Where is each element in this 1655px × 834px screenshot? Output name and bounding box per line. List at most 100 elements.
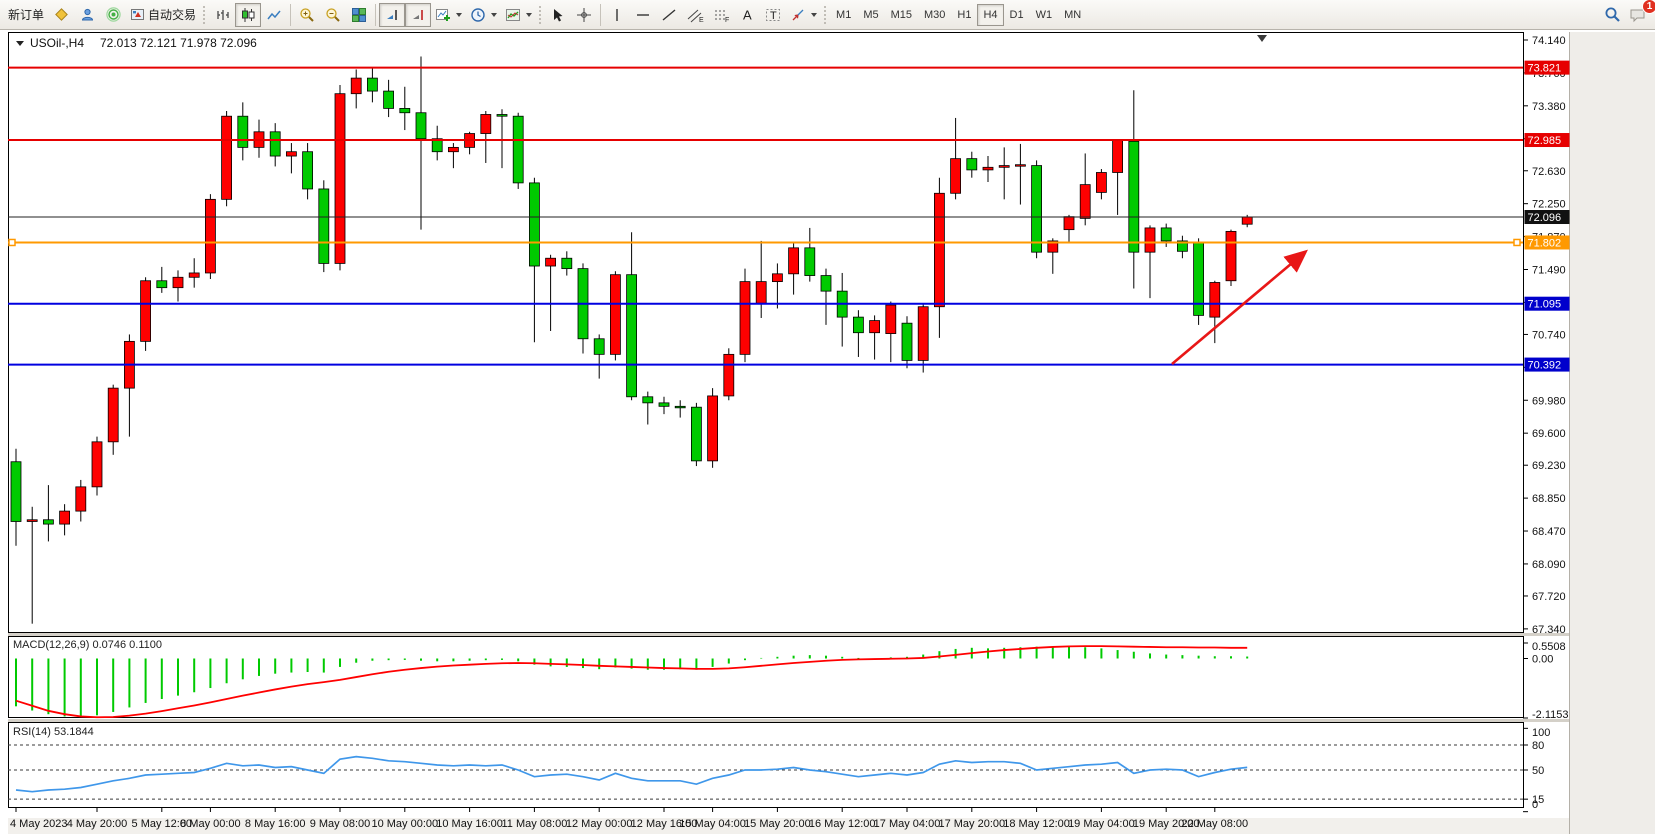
vertical-line-button[interactable]	[604, 3, 630, 27]
label-letter: T	[770, 10, 777, 22]
candlestick-chart-button[interactable]	[235, 2, 262, 27]
trendline-icon	[661, 7, 677, 23]
horizontal-line-icon	[635, 7, 651, 23]
symbol-dropdown-icon[interactable]	[16, 41, 24, 46]
svg-text:5 May 12:00: 5 May 12:00	[132, 818, 193, 830]
svg-text:0.00: 0.00	[1532, 653, 1553, 665]
svg-text:69.230: 69.230	[1532, 460, 1566, 472]
timeframe-m30-button[interactable]: M30	[918, 4, 951, 26]
chart-shift-icon	[410, 7, 426, 23]
chart-canvas[interactable]: 74.14073.76073.38073.00072.63072.25071.8…	[8, 32, 1655, 834]
timeframe-mn-button[interactable]: MN	[1058, 4, 1087, 26]
text-label-button[interactable]: T	[760, 3, 786, 27]
bar-chart-button[interactable]	[209, 3, 235, 27]
mql5-market-button[interactable]	[48, 3, 74, 27]
autotrading-label: 自动交易	[148, 8, 197, 22]
trend-arrow-object[interactable]	[1171, 249, 1308, 365]
channel-letter: E	[699, 17, 704, 23]
svg-text:9 May 08:00: 9 May 08:00	[310, 818, 371, 830]
svg-text:15 May 04:00: 15 May 04:00	[679, 818, 746, 830]
toolbar-grip	[538, 3, 544, 26]
svg-text:10 May 16:00: 10 May 16:00	[436, 818, 503, 830]
svg-text:67.340: 67.340	[1532, 624, 1566, 636]
chevron-down-icon	[456, 12, 463, 17]
bar-chart-icon	[214, 7, 230, 23]
svg-text:67.720: 67.720	[1532, 591, 1566, 603]
panel-frames	[8, 32, 1655, 834]
periods-button[interactable]	[466, 3, 501, 27]
timeframe-d1-button[interactable]: D1	[1004, 4, 1030, 26]
vertical-line-icon	[609, 7, 625, 23]
toolbar-separator	[375, 3, 377, 26]
svg-text:72.250: 72.250	[1532, 199, 1566, 211]
svg-text:19 May 04:00: 19 May 04:00	[1068, 818, 1135, 830]
line-chart-button[interactable]	[261, 3, 287, 27]
svg-text:72.096: 72.096	[1528, 212, 1562, 224]
market-icon	[54, 7, 69, 22]
fibonacci-icon: F	[713, 7, 730, 23]
autotrading-button[interactable]: 自动交易	[126, 3, 200, 27]
svg-text:71.095: 71.095	[1528, 299, 1562, 311]
timeframe-h1-button[interactable]: H1	[951, 4, 977, 26]
templates-button[interactable]	[501, 3, 536, 27]
timeframe-m5-button[interactable]: M5	[857, 4, 884, 26]
chart-area[interactable]: 74.14073.76073.38073.00072.63072.25071.8…	[0, 30, 1655, 834]
community-button[interactable]	[74, 3, 100, 27]
svg-text:8 May 00:00: 8 May 00:00	[180, 818, 241, 830]
tile-windows-button[interactable]	[346, 3, 372, 27]
indicators-icon	[435, 7, 451, 23]
auto-scroll-button[interactable]	[379, 2, 406, 27]
svg-text:80: 80	[1532, 740, 1544, 752]
svg-text:10 May 00:00: 10 May 00:00	[371, 818, 438, 830]
svg-text:15: 15	[1532, 794, 1544, 806]
autotrading-icon	[130, 7, 145, 22]
search-button[interactable]	[1599, 3, 1625, 27]
chevron-down-icon	[526, 12, 533, 17]
signals-button[interactable]	[100, 3, 126, 27]
new-order-button[interactable]: 新订单	[4, 3, 48, 27]
svg-text:68.850: 68.850	[1532, 493, 1566, 505]
price-and-time-axis[interactable]: 74.14073.76073.38073.00072.63072.25071.8…	[10, 35, 1570, 830]
toolbar-separator	[290, 3, 292, 26]
chart-shift-marker[interactable]	[1257, 35, 1267, 42]
horizontal-line-button[interactable]	[630, 3, 656, 27]
timeframe-m1-button[interactable]: M1	[830, 4, 857, 26]
cursor-button[interactable]	[545, 3, 571, 27]
svg-text:68.090: 68.090	[1532, 559, 1566, 571]
crosshair-icon	[576, 7, 592, 23]
candles-layer	[10, 56, 1253, 624]
cursor-icon	[550, 7, 566, 23]
indicators-button[interactable]	[431, 3, 466, 27]
signal-icon	[105, 7, 121, 22]
chart-shift-button[interactable]	[405, 2, 432, 27]
crosshair-button[interactable]	[571, 3, 597, 27]
text-button[interactable]: A	[734, 3, 760, 27]
svg-text:22 May 08:00: 22 May 08:00	[1181, 818, 1248, 830]
svg-text:4 May 2023: 4 May 2023	[10, 818, 67, 830]
clock-icon	[470, 7, 486, 23]
text-icon: A	[739, 7, 755, 23]
fibonacci-button[interactable]: F	[708, 3, 734, 27]
zoom-out-button[interactable]	[320, 3, 346, 27]
channel-icon: E	[687, 7, 704, 23]
svg-text:15 May 20:00: 15 May 20:00	[744, 818, 811, 830]
toolbar-grip	[202, 3, 208, 26]
timeframe-m15-button[interactable]: M15	[885, 4, 918, 26]
timeframe-w1-button[interactable]: W1	[1030, 4, 1059, 26]
arrows-button[interactable]	[786, 3, 821, 27]
channel-button[interactable]: E	[682, 3, 708, 27]
notification-badge[interactable]: 1	[1642, 0, 1655, 14]
trendline-button[interactable]	[656, 3, 682, 27]
main-toolbar: 新订单 自动交易	[0, 0, 1655, 30]
svg-text:12 May 00:00: 12 May 00:00	[566, 818, 633, 830]
zoom-in-button[interactable]	[294, 3, 320, 27]
arrows-icon	[790, 7, 806, 23]
zoom-in-icon	[299, 7, 315, 23]
svg-text:69.980: 69.980	[1532, 395, 1566, 407]
svg-text:74.140: 74.140	[1532, 35, 1566, 47]
svg-text:12 May 16:00: 12 May 16:00	[631, 818, 698, 830]
svg-text:18 May 12:00: 18 May 12:00	[1003, 818, 1070, 830]
horizontal-level-lines[interactable]	[8, 66, 1523, 366]
timeframe-h4-button[interactable]: H4	[977, 3, 1004, 26]
svg-text:8 May 16:00: 8 May 16:00	[245, 818, 306, 830]
